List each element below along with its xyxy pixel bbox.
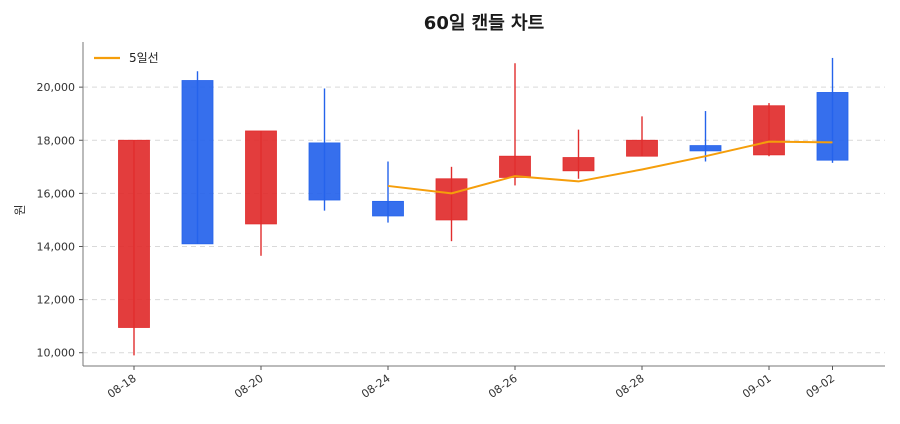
y-tick-label: 14,000: [37, 240, 76, 253]
chart-title: 60일 캔들 차트: [424, 13, 544, 34]
candle-body: [499, 155, 531, 178]
y-tick-label: 18,000: [37, 134, 76, 147]
y-tick-label: 20,000: [37, 81, 76, 94]
candle-body: [562, 157, 595, 172]
candle-body: [689, 145, 722, 152]
x-tick-label: 08-28: [613, 372, 647, 401]
grid-lines: [83, 86, 885, 354]
ma5-series: [387, 140, 833, 195]
candle-body: [372, 200, 404, 217]
x-tick-label: 08-20: [232, 372, 266, 401]
y-tick-label: 16,000: [37, 187, 76, 200]
candle-body: [626, 139, 658, 157]
x-tick-label: 08-24: [359, 372, 393, 401]
candle-body: [435, 178, 468, 221]
y-tick-label: 10,000: [37, 347, 76, 360]
x-tick-label: 09-01: [740, 372, 774, 401]
candle-body: [181, 80, 214, 245]
candle-body: [245, 130, 277, 225]
legend-label-ma5: 5일선: [129, 51, 159, 65]
candle-body: [118, 139, 150, 328]
candle-body: [308, 142, 341, 201]
axes: 10,000 12,000 14,000 16,000 18,000 20,000 08-1…: [37, 42, 885, 401]
candle-body: [816, 92, 849, 161]
candles: [118, 57, 849, 356]
ma5-line: [387, 140, 833, 195]
y-tick-label: 12,000: [37, 294, 76, 307]
legend: 5일선: [94, 51, 159, 65]
y-axis-label: 원: [13, 204, 27, 215]
candle-body: [753, 105, 785, 156]
x-tick-label: 08-26: [486, 372, 520, 401]
x-tick-label: 08-18: [105, 372, 139, 401]
x-tick-label: 09-02: [804, 372, 838, 401]
